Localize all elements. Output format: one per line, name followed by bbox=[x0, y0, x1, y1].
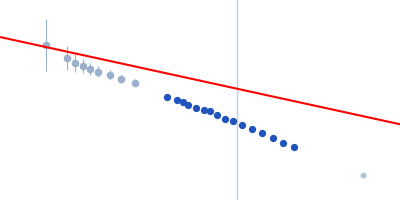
Point bbox=[185, 103, 192, 106]
Point bbox=[239, 124, 246, 127]
Point bbox=[180, 100, 186, 104]
Point bbox=[291, 145, 298, 149]
Point bbox=[214, 113, 220, 116]
Point bbox=[201, 108, 207, 111]
Point bbox=[193, 107, 199, 110]
Point bbox=[206, 109, 213, 113]
Point bbox=[230, 120, 236, 123]
Point bbox=[164, 95, 170, 98]
Point bbox=[270, 136, 276, 140]
Point bbox=[280, 141, 286, 144]
Point bbox=[222, 117, 228, 120]
Point bbox=[249, 127, 255, 131]
Point bbox=[258, 131, 265, 135]
Point bbox=[174, 98, 180, 102]
Point bbox=[360, 174, 367, 177]
